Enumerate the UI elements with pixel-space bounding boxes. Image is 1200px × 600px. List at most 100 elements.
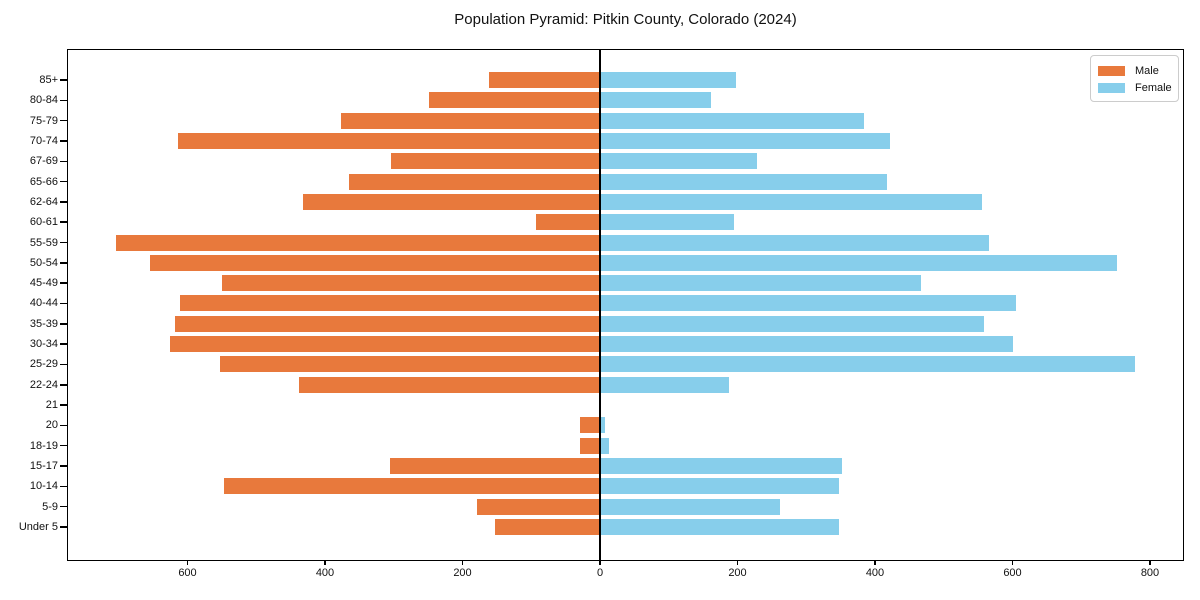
y-tick-label-65-66: 65-66	[29, 175, 58, 188]
female-bar-40-44	[601, 295, 1016, 312]
y-tick-label-30-34: 30-34	[29, 338, 58, 351]
male-bar-80-84	[429, 92, 599, 109]
female-swatch	[1098, 82, 1125, 93]
y-tick-mark	[60, 262, 67, 264]
y-tick-label-40-44: 40-44	[29, 297, 58, 310]
y-tick-mark	[60, 201, 67, 203]
y-tick-label-22-24: 22-24	[29, 378, 58, 391]
female-bar-70-74	[601, 132, 890, 149]
female-bar-45-49	[601, 275, 922, 292]
y-tick-label-62-64: 62-64	[29, 195, 58, 208]
y-tick-label-67-69: 67-69	[29, 155, 58, 168]
male-bar-50-54	[150, 254, 599, 271]
male-bar-55-59	[115, 234, 599, 251]
y-tick-label-45-49: 45-49	[29, 277, 58, 290]
female-bar-55-59	[601, 234, 990, 251]
y-tick-mark	[60, 424, 67, 427]
y-tick-mark	[60, 526, 67, 528]
x-tick-label-600: 600	[178, 567, 197, 579]
y-tick-mark	[60, 384, 67, 386]
female-bar-20	[601, 417, 606, 434]
male-bar-10-14	[224, 478, 599, 495]
x-tick-mark	[324, 560, 326, 565]
y-tick-label-35-39: 35-39	[29, 317, 58, 330]
y-tick-label-80-84: 80-84	[29, 94, 58, 107]
male-bar-35-39	[174, 315, 599, 332]
male-bar-40-44	[180, 295, 599, 312]
female-bar-10-14	[601, 478, 839, 495]
y-tick-label-20: 20	[45, 419, 58, 432]
y-tick-mark	[60, 79, 67, 81]
y-tick-label-5-9: 5-9	[42, 500, 58, 513]
legend-female-label: Female	[1135, 81, 1172, 94]
legend-row-female: Female	[1091, 79, 1178, 96]
female-bar-62-64	[601, 193, 982, 210]
y-tick-mark	[60, 282, 67, 284]
zero-axis-line	[599, 49, 601, 561]
x-tick-mark	[736, 560, 739, 565]
female-bar-67-69	[601, 153, 758, 170]
male-bar-60-61	[535, 214, 599, 231]
y-tick-label-10-14: 10-14	[29, 480, 58, 493]
y-tick-mark	[60, 465, 67, 467]
x-tick-label-600: 600	[1003, 567, 1022, 579]
y-tick-mark	[60, 99, 67, 102]
female-bar-50-54	[601, 254, 1117, 271]
y-tick-label-55-59: 55-59	[29, 236, 58, 249]
female-bar-22-24	[601, 376, 729, 393]
female-bar-35-39	[601, 315, 984, 332]
female-bar-75-79	[601, 112, 865, 129]
male-bar-45-49	[221, 275, 599, 292]
chart-title: Population Pyramid: Pitkin County, Color…	[454, 11, 797, 28]
x-tick-mark	[186, 560, 189, 565]
x-tick-label-0: 0	[596, 567, 604, 579]
male-bar-25-29	[219, 356, 599, 373]
y-tick-label-60-61: 60-61	[29, 216, 58, 229]
male-bar-15-17	[390, 458, 599, 475]
x-tick-mark	[1149, 560, 1151, 565]
x-tick-label-800: 800	[1140, 567, 1160, 579]
male-bar-75-79	[341, 112, 599, 129]
y-tick-label-15-17: 15-17	[29, 460, 58, 473]
legend-male-label: Male	[1135, 64, 1159, 77]
y-tick-mark	[60, 302, 67, 305]
y-tick-mark	[60, 221, 67, 223]
female-bar-25-29	[601, 356, 1136, 373]
legend-row-male: Male	[1091, 62, 1178, 79]
male-bar-18-19	[579, 437, 599, 454]
male-bar-30-34	[170, 336, 599, 353]
male-bar-under-5	[495, 518, 599, 535]
x-tick-label-400: 400	[865, 567, 885, 579]
male-bar-85+	[489, 72, 599, 88]
female-bar-60-61	[601, 214, 734, 231]
y-tick-label-25-29: 25-29	[29, 358, 58, 371]
male-bar-62-64	[302, 193, 599, 210]
y-tick-label-50-54: 50-54	[29, 256, 58, 269]
x-tick-mark	[874, 560, 876, 565]
x-tick-mark	[1011, 560, 1014, 565]
x-tick-mark	[599, 560, 601, 565]
male-bar-5-9	[477, 498, 599, 515]
x-tick-label-400: 400	[315, 567, 335, 579]
male-bar-67-69	[390, 153, 599, 170]
y-tick-label-85+: 85+	[39, 74, 58, 86]
y-tick-label-18-19: 18-19	[29, 439, 58, 452]
y-tick-mark	[60, 180, 67, 183]
y-tick-label-21: 21	[45, 399, 58, 412]
y-tick-mark	[60, 505, 67, 508]
x-tick-label-200: 200	[728, 567, 747, 579]
y-tick-label-70-74: 70-74	[29, 134, 58, 147]
female-bar-85+	[601, 72, 737, 88]
female-bar-65-66	[601, 173, 887, 190]
male-bar-65-66	[348, 173, 599, 190]
y-tick-mark	[60, 363, 67, 366]
male-bar-70-74	[178, 132, 599, 149]
y-tick-label-75-79: 75-79	[29, 114, 58, 127]
y-tick-mark	[60, 485, 67, 488]
x-tick-mark	[461, 560, 464, 565]
male-swatch	[1098, 65, 1125, 76]
y-tick-mark	[60, 444, 67, 447]
female-bar-15-17	[601, 458, 842, 475]
female-bar-5-9	[601, 498, 780, 515]
